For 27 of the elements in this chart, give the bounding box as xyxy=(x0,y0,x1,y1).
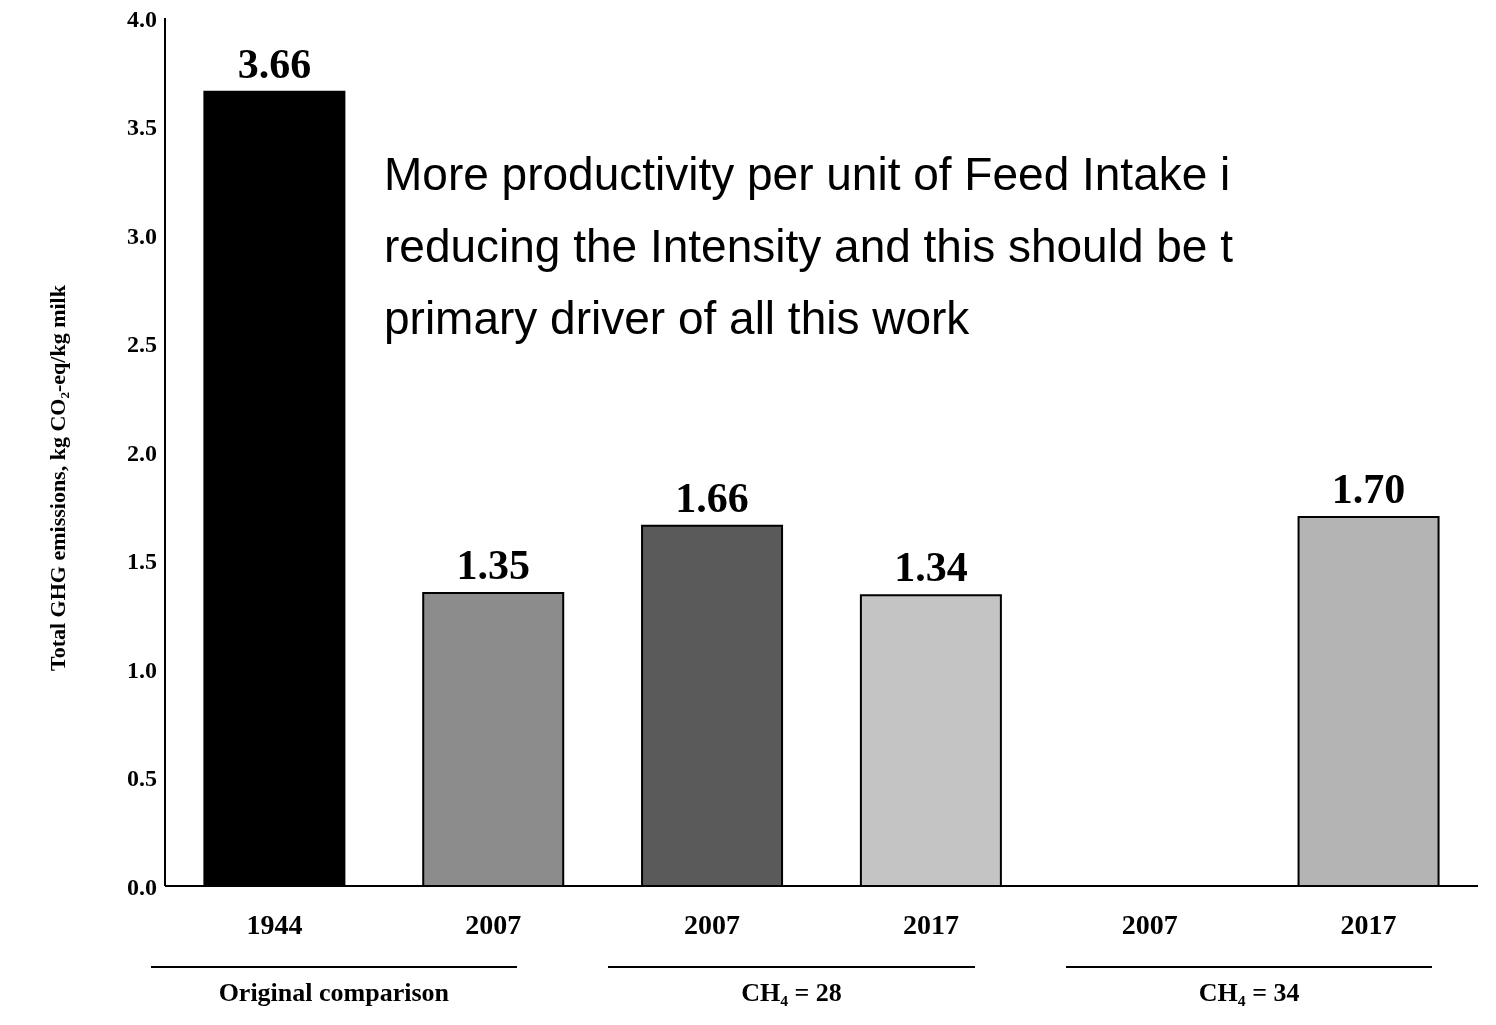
x-tick-label: 2017 xyxy=(1340,908,1397,940)
y-tick-label: 3.0 xyxy=(127,222,157,249)
y-tick-label: 1.0 xyxy=(127,656,157,683)
annotation: reducing the Intensity and this should be t xyxy=(384,219,1234,274)
x-tick-label: 1944 xyxy=(246,908,303,940)
x-tick-label: 2007 xyxy=(684,908,741,940)
text: CH₄ = 34 xyxy=(1198,978,1300,1008)
y-tick-label: 4.0 xyxy=(127,5,157,32)
data-label: 1.70 xyxy=(1331,466,1406,513)
y-axis-title: Total GHG emissions, kg CO₂-eq/kg milk xyxy=(45,285,71,671)
data-label: 1.35 xyxy=(456,542,530,589)
y-tick-label: 0.0 xyxy=(127,873,157,900)
y-tick-label: 2.5 xyxy=(127,331,157,358)
data-label: 3.66 xyxy=(237,40,312,87)
y-tick-label: 1.5 xyxy=(127,548,157,575)
annotation: primary driver of all this work xyxy=(384,291,971,346)
x-tick-label: 2017 xyxy=(902,908,959,940)
y-tick-label: 3.5 xyxy=(127,114,157,141)
text: Original comparison xyxy=(218,978,450,1008)
x-tick-label: 2007 xyxy=(465,908,522,940)
y-tick-label: 0.5 xyxy=(127,765,157,792)
text: CH₄ = 28 xyxy=(741,978,842,1008)
y-tick-label: 2.0 xyxy=(127,439,157,466)
data-label: 1.34 xyxy=(894,544,968,591)
x-tick-label: 2007 xyxy=(1121,908,1178,940)
data-label: 1.66 xyxy=(675,474,749,521)
annotation: More productivity per unit of Feed Intake i xyxy=(384,147,1232,202)
